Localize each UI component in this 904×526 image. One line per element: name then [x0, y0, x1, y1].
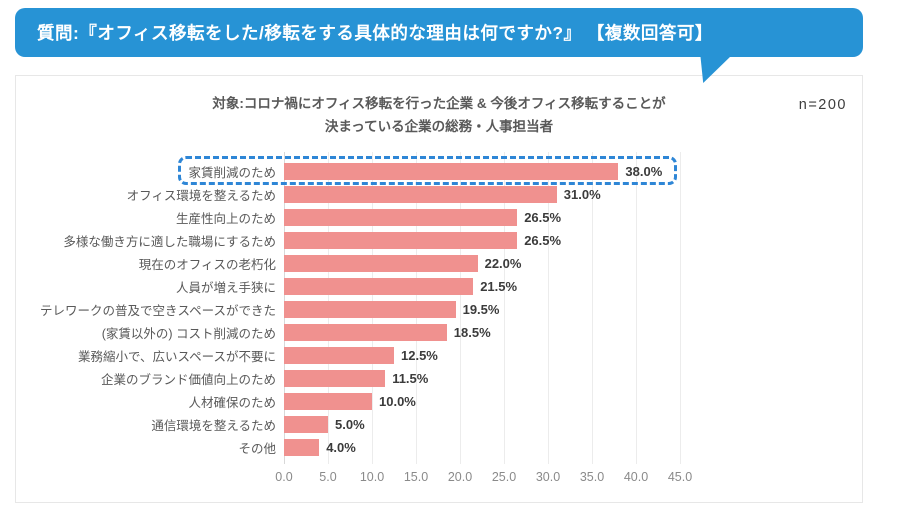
x-tick-label: 15.0 [403, 470, 429, 484]
bar-label: 通信環境を整えるため [151, 419, 276, 433]
bar-label: 企業のブランド価値向上のため [100, 373, 276, 387]
chart-title-line1: 対象:コロナ禍にオフィス移転を行った企業 & 今後オフィス移転することが [212, 96, 666, 111]
bar [284, 278, 474, 295]
bar [284, 255, 478, 272]
x-tick-label: 0.0 [275, 470, 293, 484]
bar [284, 439, 320, 456]
gridline [460, 152, 461, 464]
x-tick-label: 25.0 [491, 470, 517, 484]
bar-label: 家賃削減のため [188, 166, 276, 180]
x-tick-label: 20.0 [447, 470, 473, 484]
bar [284, 324, 447, 341]
bar-label: 人員が増え手狭に [175, 281, 276, 295]
x-tick-label: 30.0 [535, 470, 561, 484]
bar [284, 370, 386, 387]
chart-title-line2: 決まっている企業の総務・人事担当者 [324, 118, 554, 134]
bar-label: (家賃以外の) コスト削減のため [101, 327, 276, 341]
bar-label: テレワークの普及で空きスペースができた [39, 304, 276, 318]
bar-label: その他 [238, 442, 276, 456]
x-tick-label: 35.0 [579, 470, 605, 484]
bar-value: 4.0% [326, 440, 356, 455]
bar-row: 多様な働き方に適した職場にするため 26.5% [16, 229, 862, 252]
bar [284, 416, 328, 433]
bar-row: 通信環境を整えるため 5.0% [16, 413, 862, 436]
bar-row: 現在のオフィスの老朽化 22.0% [16, 252, 862, 275]
sample-size-label: n=200 [798, 97, 847, 113]
bar-row: 生産性向上のため 26.5% [16, 206, 862, 229]
bar-row: (家賃以外の) コスト削減のため 18.5% [16, 321, 862, 344]
chart-title: 対象:コロナ禍にオフィス移転を行った企業 & 今後オフィス移転することが 決まっ… [16, 93, 862, 139]
bar [284, 186, 557, 203]
bar [284, 347, 394, 364]
bar-label: 人材確保のため [188, 396, 276, 410]
gridline [592, 152, 593, 464]
bar-value: 26.5% [524, 233, 562, 248]
bar-value: 10.0% [379, 394, 416, 409]
question-banner: 質問:『オフィス移転をした/移転をする具体的な理由は何ですか?』 【複数回答可】 [15, 8, 863, 57]
bar-row: 家賃削減のため 38.0% [16, 160, 862, 183]
bar [284, 232, 518, 249]
bar [284, 163, 619, 180]
bar-label: 業務縮小で、広いスペースが不要に [77, 350, 276, 364]
bar-label: オフィス環境を整えるため [126, 189, 276, 203]
bar-value: 21.5% [480, 279, 518, 294]
bar-row: オフィス環境を整えるため 31.0% [16, 183, 862, 206]
bar-value: 19.5% [462, 302, 500, 317]
bar-row: 企業のブランド価値向上のため 11.5% [16, 367, 862, 390]
bar [284, 301, 456, 318]
bar-row: 人員が増え手狭に 21.5% [16, 275, 862, 298]
bar-label: 現在のオフィスの老朽化 [138, 258, 276, 272]
bar-row: 業務縮小で、広いスペースが不要に 12.5% [16, 344, 862, 367]
bar-row: テレワークの普及で空きスペースができた 19.5% [16, 298, 862, 321]
bar-label: 生産性向上のため [175, 212, 276, 226]
bar-value: 26.5% [524, 210, 562, 225]
bar-value: 18.5% [453, 325, 491, 340]
x-tick-label: 45.0 [667, 470, 693, 484]
chart-card: 対象:コロナ禍にオフィス移転を行った企業 & 今後オフィス移転することが 決まっ… [15, 75, 863, 503]
gridline [680, 152, 681, 464]
bar-value: 38.0% [625, 164, 663, 179]
bar-value: 12.5% [401, 348, 438, 363]
bar-value: 31.0% [563, 187, 601, 202]
bar-value: 5.0% [335, 417, 365, 432]
x-tick-label: 40.0 [623, 470, 649, 484]
bar [284, 393, 372, 410]
bar [284, 209, 518, 226]
question-banner-text: 質問:『オフィス移転をした/移転をする具体的な理由は何ですか?』 【複数回答可】 [37, 23, 713, 43]
gridline [504, 152, 505, 464]
highlight-box [178, 156, 677, 185]
bar-row: その他 4.0% [16, 436, 862, 459]
bar-value: 22.0% [484, 256, 522, 271]
x-tick-label: 5.0 [319, 470, 337, 484]
bar-value: 11.5% [392, 371, 429, 386]
x-tick-label: 10.0 [359, 470, 385, 484]
gridline [636, 152, 637, 464]
bar-label: 多様な働き方に適した職場にするため [63, 235, 276, 249]
bar-row: 人材確保のため 10.0% [16, 390, 862, 413]
gridline [548, 152, 549, 464]
